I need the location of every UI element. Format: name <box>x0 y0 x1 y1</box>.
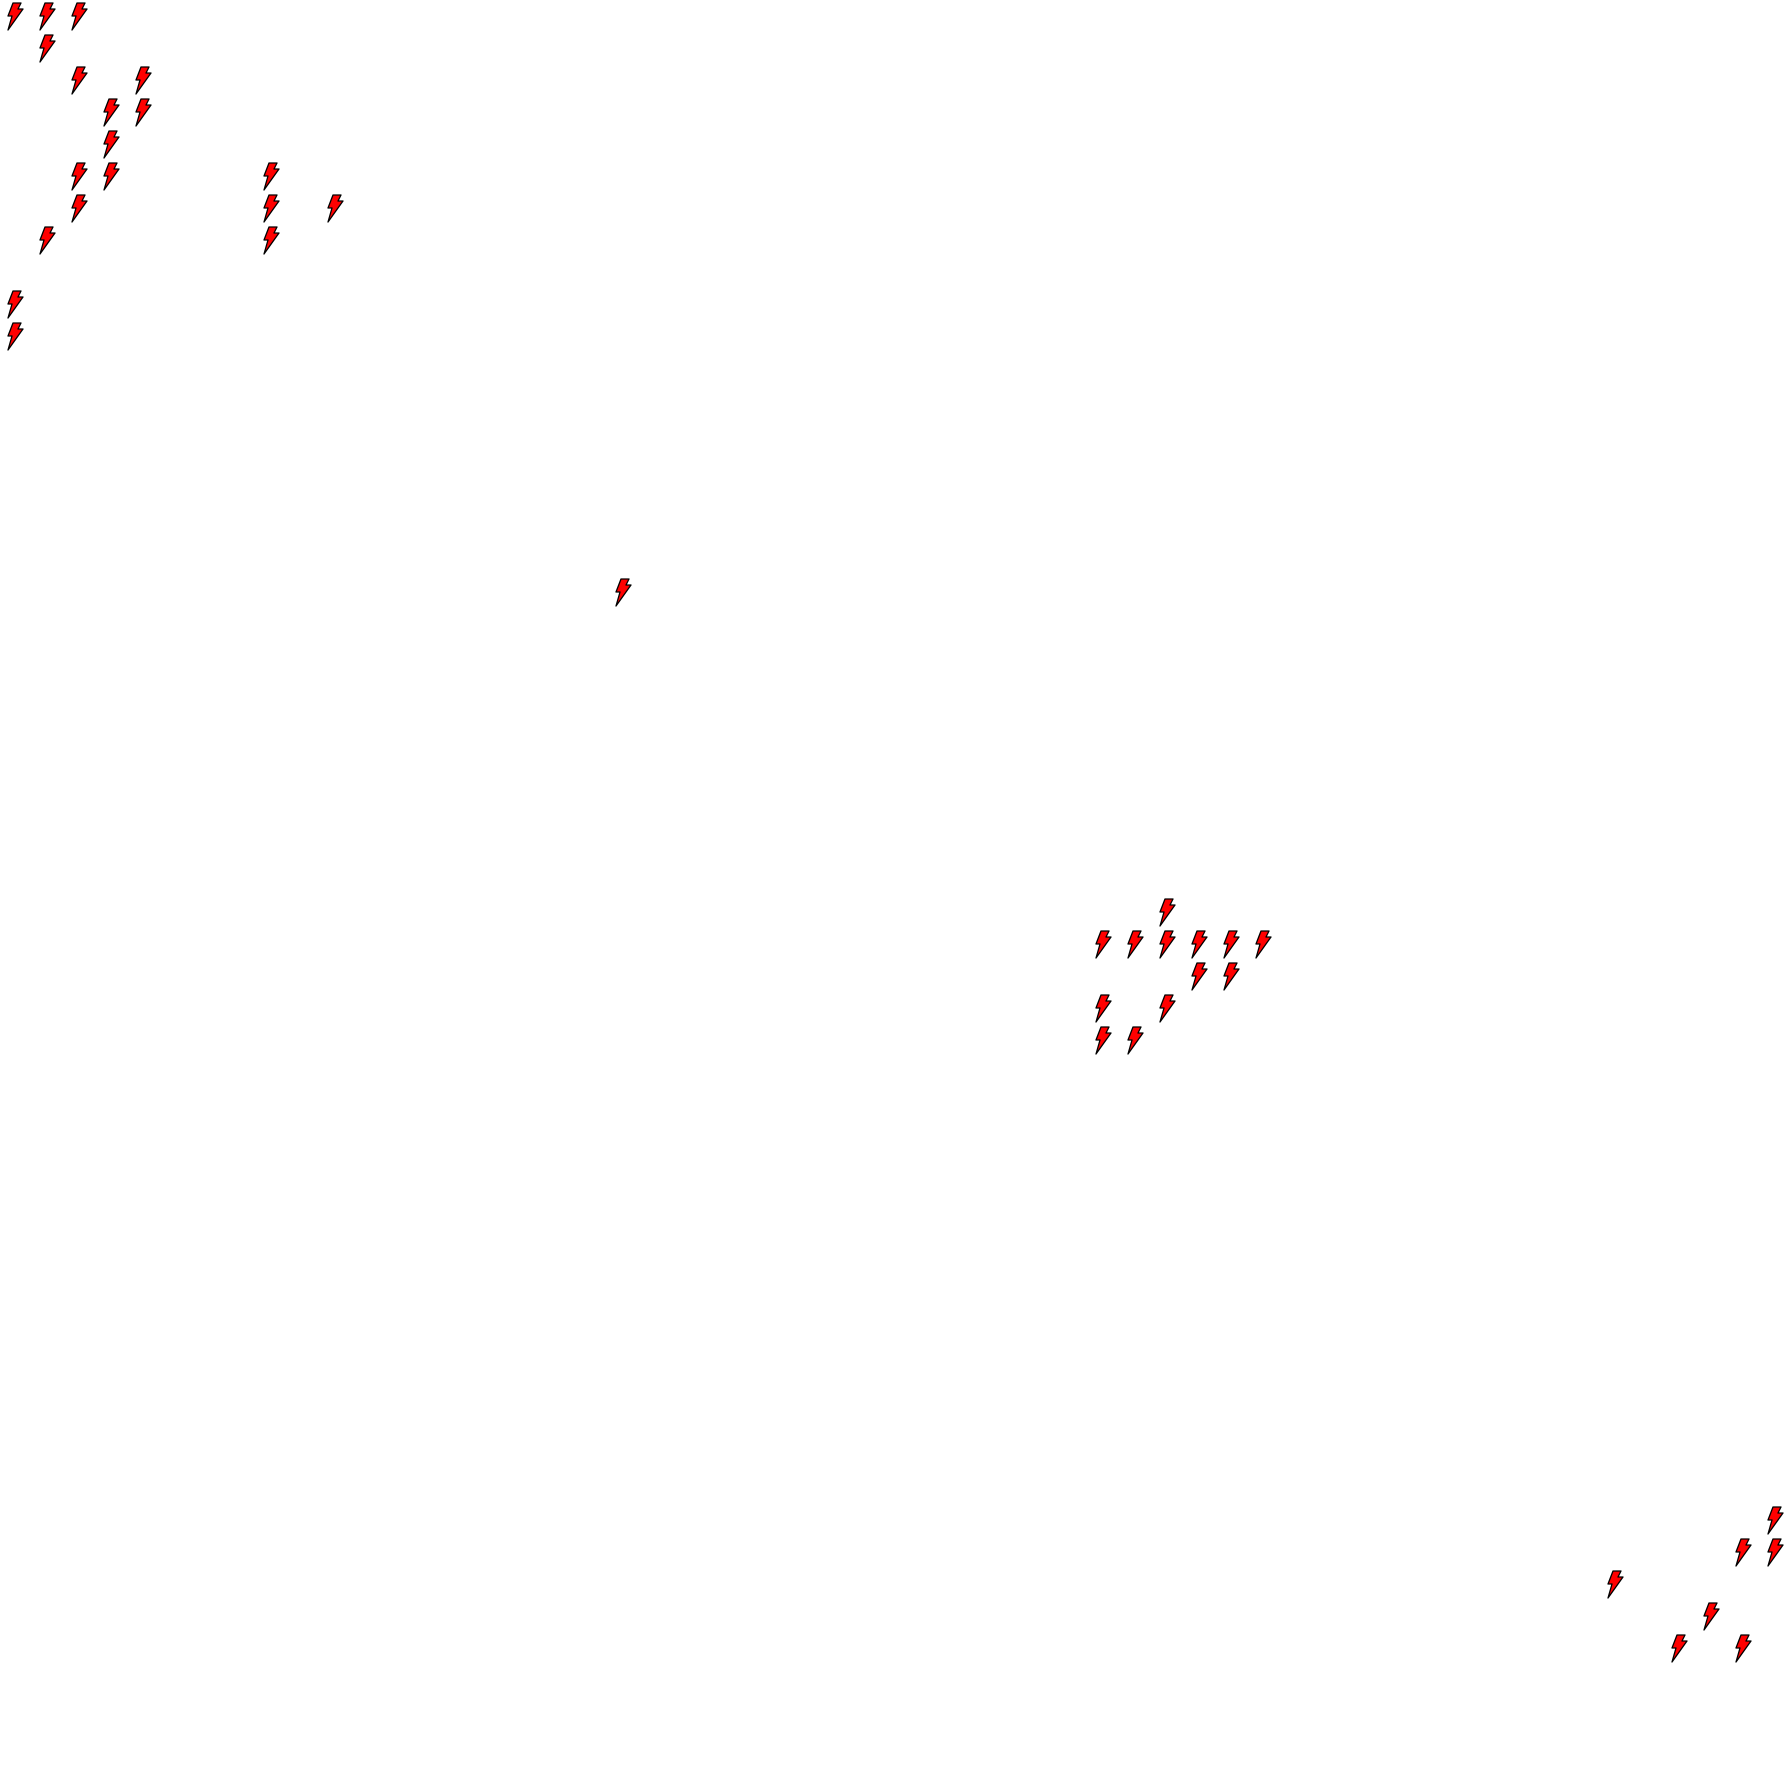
lightning-bolt-icon <box>128 64 160 96</box>
lightning-bolt-icon <box>1088 992 1120 1024</box>
lightning-bolt-icon <box>64 192 96 224</box>
lightning-bolt-icon <box>1088 1024 1120 1056</box>
lightning-bolt-icon <box>0 0 32 32</box>
lightning-bolt-icon <box>256 224 288 256</box>
lightning-bolt-icon <box>1760 1536 1792 1568</box>
lightning-bolt-icon <box>32 0 64 32</box>
lightning-bolt-icon <box>1152 992 1184 1024</box>
lightning-bolt-icon <box>1216 960 1248 992</box>
lightning-bolt-icon <box>64 64 96 96</box>
lightning-bolt-icon <box>256 192 288 224</box>
lightning-bolt-icon <box>1120 1024 1152 1056</box>
lightning-bolt-icon <box>96 128 128 160</box>
lightning-bolt-icon <box>1248 928 1280 960</box>
lightning-bolt-icon <box>64 160 96 192</box>
lightning-bolt-icon <box>64 0 96 32</box>
lightning-bolt-icon <box>608 576 640 608</box>
lightning-bolt-icon <box>320 192 352 224</box>
lightning-bolt-icon <box>1088 928 1120 960</box>
lightning-bolt-icon <box>128 96 160 128</box>
lightning-bolt-icon <box>0 288 32 320</box>
lightning-bolt-icon <box>96 160 128 192</box>
lightning-bolt-icon <box>1216 928 1248 960</box>
lightning-bolt-icon <box>1696 1600 1728 1632</box>
lightning-bolt-icon <box>0 320 32 352</box>
lightning-bolt-icon <box>32 32 64 64</box>
lightning-bolt-icon <box>1728 1632 1760 1664</box>
lightning-bolt-icon <box>96 96 128 128</box>
lightning-bolt-icon <box>1152 928 1184 960</box>
lightning-bolt-icon <box>1600 1568 1632 1600</box>
lightning-bolt-icon <box>1120 928 1152 960</box>
lightning-bolt-icon <box>1184 928 1216 960</box>
lightning-bolt-icon <box>1664 1632 1696 1664</box>
lightning-bolt-icon <box>1184 960 1216 992</box>
lightning-bolt-icon <box>1728 1536 1760 1568</box>
lightning-bolt-icon <box>256 160 288 192</box>
lightning-bolt-icon <box>1760 1504 1792 1536</box>
lightning-bolt-icon <box>32 224 64 256</box>
lightning-bolt-icon <box>1152 896 1184 928</box>
